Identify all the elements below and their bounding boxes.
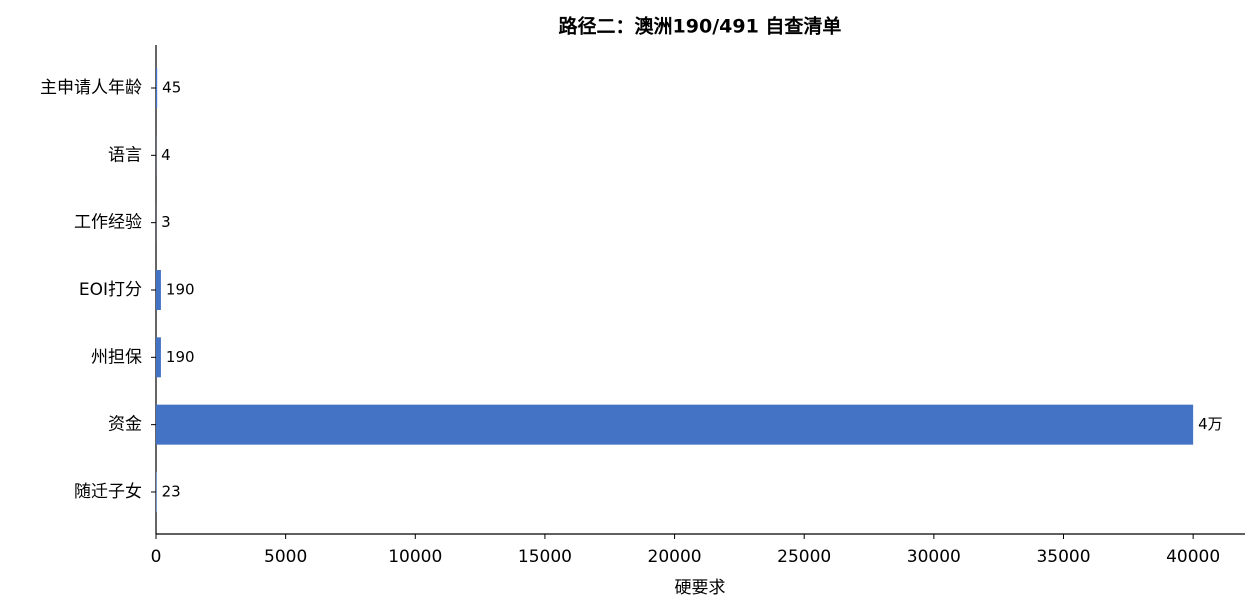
- value-label: 4: [161, 146, 171, 164]
- bar: [156, 68, 158, 108]
- x-tick-label: 35000: [1036, 547, 1090, 567]
- y-tick-label: 主申请人年龄: [40, 78, 142, 98]
- value-label: 23: [162, 482, 181, 500]
- bar: [156, 337, 161, 378]
- x-axis-label: 硬要求: [675, 578, 726, 598]
- value-label: 45: [162, 79, 181, 97]
- y-tick-label: 工作经验: [74, 213, 142, 233]
- x-tick-label: 10000: [388, 547, 442, 567]
- value-label: 190: [166, 280, 195, 298]
- x-tick-label: 40000: [1166, 547, 1220, 567]
- y-tick-label: EOI打分: [79, 280, 142, 300]
- x-tick-label: 30000: [907, 547, 961, 567]
- x-tick-label: 5000: [264, 547, 307, 567]
- value-label: 3: [161, 213, 171, 231]
- x-tick-label: 15000: [518, 547, 572, 567]
- y-tick-label: 随迁子女: [74, 482, 142, 502]
- y-tick-label: 州担保: [91, 347, 142, 367]
- x-tick-label: 0: [151, 547, 162, 567]
- value-label: 190: [166, 348, 195, 366]
- bar: [156, 404, 1194, 445]
- x-tick-label: 25000: [777, 547, 831, 567]
- bar: [156, 471, 157, 512]
- y-tick-label: 资金: [108, 415, 142, 435]
- y-tick-label: 语言: [108, 145, 142, 165]
- value-label: 4万: [1198, 415, 1223, 433]
- x-tick-label: 20000: [648, 547, 702, 567]
- bar: [156, 269, 161, 310]
- chart-title: 路径二：澳洲190/491 自查清单: [559, 15, 842, 38]
